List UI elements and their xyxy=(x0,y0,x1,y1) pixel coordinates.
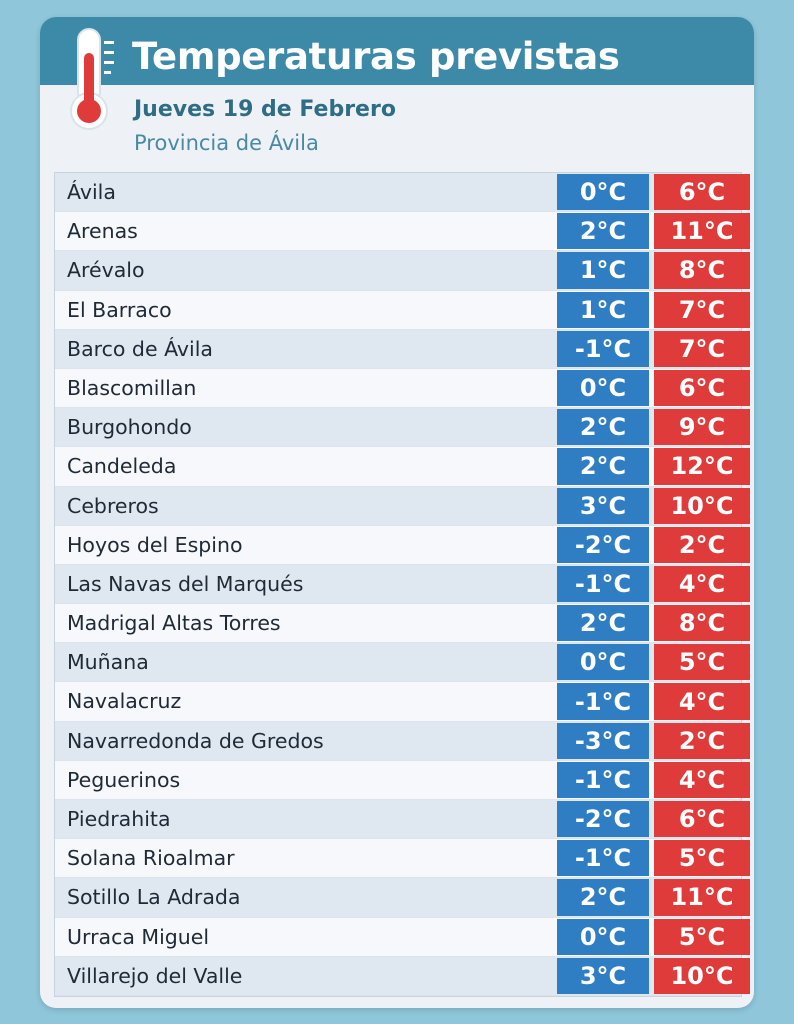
max-temp-cell: 10°C xyxy=(654,487,750,524)
table-row: Ávila 0°C 6°C xyxy=(55,173,750,213)
max-temp-cell: 4°C xyxy=(654,683,750,720)
town-name: Barco de Ávila xyxy=(67,336,213,361)
min-temp-cell: 0°C xyxy=(557,644,649,681)
table-row: El Barraco 1°C 7°C xyxy=(55,290,750,330)
table-row: Cebreros 3°C 10°C xyxy=(55,486,750,526)
table-row: Navalacruz -1°C 4°C xyxy=(55,682,750,722)
max-temp-cell: 7°C xyxy=(654,330,750,367)
town-name: Arenas xyxy=(67,219,138,244)
table-row: Muñana 0°C 5°C xyxy=(55,643,750,683)
thermometer-icon xyxy=(70,28,114,130)
town-name: El Barraco xyxy=(67,297,172,322)
max-temp-cell: 6°C xyxy=(654,801,750,838)
table-row: Candeleda 2°C 12°C xyxy=(55,447,750,487)
min-temp-cell: 3°C xyxy=(557,957,649,994)
table-row: Navarredonda de Gredos -3°C 2°C xyxy=(55,721,750,761)
min-temp-cell: 2°C xyxy=(557,213,649,250)
table-row: Peguerinos -1°C 4°C xyxy=(55,760,750,800)
min-temp-cell: 0°C xyxy=(557,174,649,211)
table-row: Burgohondo 2°C 9°C xyxy=(55,408,750,448)
max-temp-cell: 4°C xyxy=(654,761,750,798)
town-name: Peguerinos xyxy=(67,767,181,792)
town-name: Cebreros xyxy=(67,493,159,518)
max-temp-cell: 11°C xyxy=(654,879,750,916)
town-name: Navarredonda de Gredos xyxy=(67,728,324,753)
min-temp-cell: 0°C xyxy=(557,918,649,955)
min-temp-cell: 2°C xyxy=(557,409,649,446)
min-temp-cell: -3°C xyxy=(557,722,649,759)
min-temp-cell: 2°C xyxy=(557,448,649,485)
min-temp-cell: 2°C xyxy=(557,879,649,916)
town-name: Arévalo xyxy=(67,258,145,283)
max-temp-cell: 4°C xyxy=(654,565,750,603)
town-name: Sotillo La Adrada xyxy=(67,885,241,910)
max-temp-cell: 8°C xyxy=(654,605,750,642)
min-temp-cell: 2°C xyxy=(557,605,649,642)
min-temp-cell: 3°C xyxy=(557,487,649,524)
min-temp-cell: -1°C xyxy=(557,761,649,798)
min-temp-cell: -1°C xyxy=(557,683,649,720)
table-row: Villarejo del Valle 3°C 10°C xyxy=(55,956,750,996)
town-name: Urraca Miguel xyxy=(67,924,210,949)
max-temp-cell: 2°C xyxy=(654,526,750,563)
town-name: Madrigal Altas Torres xyxy=(67,611,281,636)
min-temp-cell: -1°C xyxy=(557,840,649,877)
province-label: Provincia de Ávila xyxy=(134,131,319,155)
town-name: Solana Rioalmar xyxy=(67,846,235,871)
min-temp-cell: -1°C xyxy=(557,565,649,603)
table-row: Hoyos del Espino -2°C 2°C xyxy=(55,525,750,565)
town-name: Burgohondo xyxy=(67,415,192,440)
max-temp-cell: 6°C xyxy=(654,174,750,211)
forecast-date: Jueves 19 de Febrero xyxy=(134,97,396,122)
max-temp-cell: 5°C xyxy=(654,644,750,681)
max-temp-cell: 12°C xyxy=(654,448,750,485)
table-row: Arévalo 1°C 8°C xyxy=(55,251,750,291)
min-temp-cell: -1°C xyxy=(557,330,649,367)
town-name: Las Navas del Marqués xyxy=(67,571,304,596)
town-name: Ávila xyxy=(67,180,116,204)
max-temp-cell: 7°C xyxy=(654,291,750,328)
header-band xyxy=(40,17,754,85)
max-temp-cell: 8°C xyxy=(654,252,750,289)
table-row: Arenas 2°C 11°C xyxy=(55,212,750,252)
max-temp-cell: 11°C xyxy=(654,213,750,250)
page-title: Temperaturas previstas xyxy=(132,35,620,78)
min-temp-cell: 0°C xyxy=(557,369,649,407)
town-name: Muñana xyxy=(67,650,149,675)
max-temp-cell: 2°C xyxy=(654,722,750,759)
min-temp-cell: 1°C xyxy=(557,291,649,328)
max-temp-cell: 5°C xyxy=(654,840,750,877)
town-name: Blascomillan xyxy=(67,375,197,400)
table-row: Blascomillan 0°C 6°C xyxy=(55,368,750,409)
max-temp-cell: 10°C xyxy=(654,957,750,994)
table-row: Las Navas del Marqués -1°C 4°C xyxy=(55,564,750,605)
table-row: Barco de Ávila -1°C 7°C xyxy=(55,329,750,369)
min-temp-cell: -2°C xyxy=(557,526,649,563)
temperature-table: Ávila 0°C 6°C Arenas 2°C 11°C Arévalo 1°C 8°C El … xyxy=(54,172,750,997)
max-temp-cell: 5°C xyxy=(654,918,750,955)
town-name: Navalacruz xyxy=(67,689,182,714)
min-temp-cell: -2°C xyxy=(557,801,649,838)
table-row: Piedrahita -2°C 6°C xyxy=(55,800,750,840)
table-row: Solana Rioalmar -1°C 5°C xyxy=(55,839,750,879)
max-temp-cell: 9°C xyxy=(654,409,750,446)
min-temp-cell: 1°C xyxy=(557,252,649,289)
town-name: Piedrahita xyxy=(67,807,171,831)
max-temp-cell: 6°C xyxy=(654,369,750,407)
town-name: Villarejo del Valle xyxy=(67,963,243,988)
table-row: Sotillo La Adrada 2°C 11°C xyxy=(55,878,750,918)
forecast-card: Temperaturas previstas Jueves 19 de Febr… xyxy=(40,17,754,1008)
town-name: Hoyos del Espino xyxy=(67,532,243,557)
town-name: Candeleda xyxy=(67,454,177,479)
table-row: Urraca Miguel 0°C 5°C xyxy=(55,917,750,957)
table-row: Madrigal Altas Torres 2°C 8°C xyxy=(55,604,750,644)
